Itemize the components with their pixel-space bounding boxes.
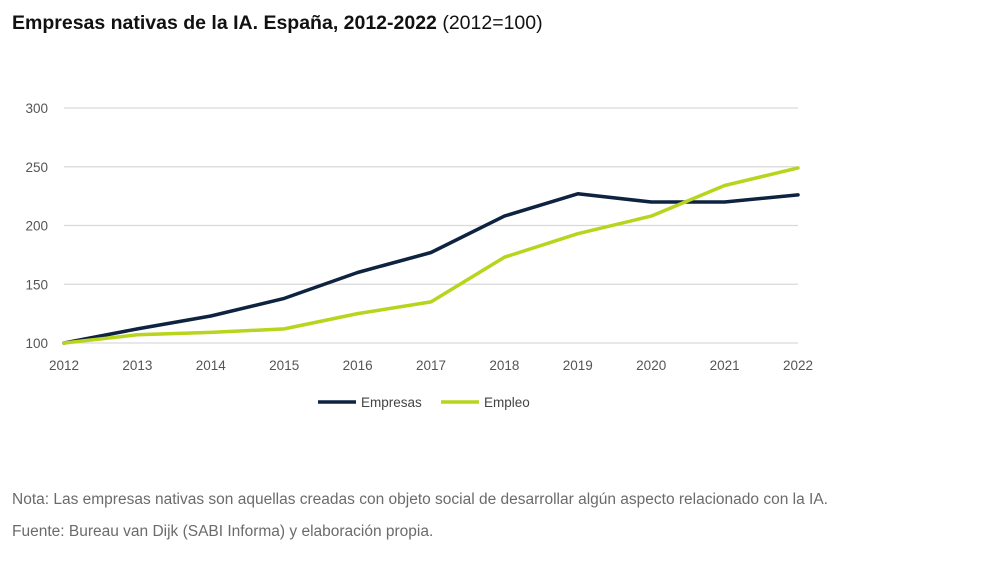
x-tick-label: 2019 — [563, 358, 593, 373]
line-chart: 100 150 200 250 300 2012 2013 2014 2015 2016 2017… — [25, 101, 813, 410]
x-tick-label: 2020 — [636, 358, 666, 373]
x-tick-label: 2017 — [416, 358, 446, 373]
y-tick-label: 250 — [25, 160, 48, 175]
series-line-empleo — [62, 166, 800, 345]
chart-title-suffix: (2012=100) — [442, 12, 543, 34]
x-tick-label: 2012 — [49, 358, 79, 373]
y-tick-label: 150 — [25, 277, 48, 292]
source-note: Fuente: Bureau van Dijk (SABI Informa) y… — [12, 523, 434, 540]
y-tick-label: 300 — [25, 101, 48, 116]
gridlines — [64, 107, 798, 344]
x-tick-label: 2014 — [196, 358, 227, 373]
x-tick-label: 2016 — [343, 358, 373, 373]
y-tick-label: 100 — [25, 336, 48, 351]
legend-label-empresas: Empresas — [361, 395, 422, 410]
x-tick-label: 2013 — [122, 358, 152, 373]
x-axis-ticks: 2012 2013 2014 2015 2016 2017 2018 2019 2020 2021… — [49, 358, 813, 373]
x-tick-label: 2015 — [269, 358, 299, 373]
footnote: Nota: Las empresas nativas son aquellas … — [12, 491, 828, 508]
series-line-empresas — [62, 192, 800, 345]
y-axis-ticks: 100 150 200 250 300 — [25, 101, 48, 351]
chart-title-main: Empresas nativas de la IA. España, 2012-… — [12, 12, 437, 34]
series-lines — [62, 166, 800, 345]
x-tick-label: 2018 — [489, 358, 519, 373]
legend: Empresas Empleo — [318, 395, 530, 410]
x-tick-label: 2022 — [783, 358, 813, 373]
chart-title: Empresas nativas de la IA. España, 2012-… — [12, 12, 543, 35]
y-tick-label: 200 — [25, 219, 48, 234]
legend-label-empleo: Empleo — [484, 395, 530, 410]
x-tick-label: 2021 — [710, 358, 740, 373]
